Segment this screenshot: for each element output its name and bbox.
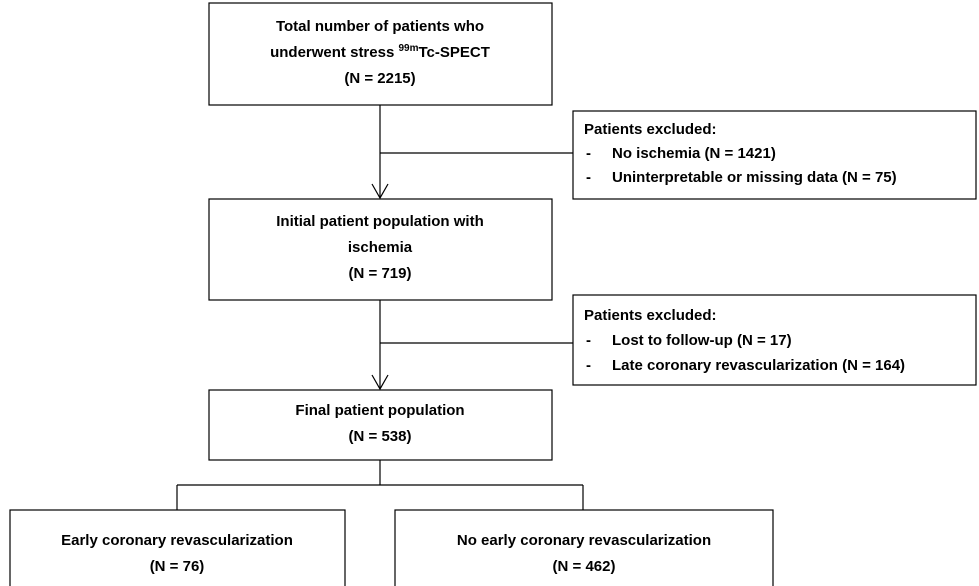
box xyxy=(9,509,346,586)
exclusion-title: Patients excluded: xyxy=(584,121,717,138)
box-count: (N = 76) xyxy=(150,558,205,575)
exclusion-item: Late coronary revascularization (N = 164… xyxy=(612,357,905,374)
exclusion-item: Lost to follow-up (N = 17) xyxy=(612,332,792,349)
box-text: ischemia xyxy=(348,239,413,256)
superscript: 99m xyxy=(398,43,418,54)
box-count: (N = 538) xyxy=(349,428,412,445)
exclusion-item: Uninterpretable or missing data (N = 75) xyxy=(612,169,897,186)
exclusion-box xyxy=(572,294,977,386)
box-text: Total number of patients who xyxy=(276,18,484,35)
box-text: No early coronary revascularization xyxy=(457,532,711,549)
box-count: (N = 462) xyxy=(553,558,616,575)
bullet: - xyxy=(586,169,591,186)
box-text: Final patient population xyxy=(295,402,464,419)
box-text: underwent stress xyxy=(270,44,398,61)
box-text: underwent stress 99mTc-SPECT xyxy=(270,43,490,61)
bullet: - xyxy=(586,357,591,374)
arrow-head xyxy=(371,374,389,391)
bullet: - xyxy=(586,145,591,162)
exclusion-title: Patients excluded: xyxy=(584,307,717,324)
box xyxy=(394,509,774,586)
box xyxy=(208,2,553,106)
box-count: (N = 719) xyxy=(349,265,412,282)
exclusion-box xyxy=(572,110,977,200)
box-text: Tc-SPECT xyxy=(418,44,489,61)
box xyxy=(208,198,553,301)
arrow-head xyxy=(371,183,389,200)
box-count: (N = 2215) xyxy=(344,70,415,87)
bullet: - xyxy=(586,332,591,349)
box xyxy=(208,389,553,461)
box-text: Initial patient population with xyxy=(276,213,483,230)
box-text: Early coronary revascularization xyxy=(61,532,293,549)
exclusion-item: No ischemia (N = 1421) xyxy=(612,145,776,162)
